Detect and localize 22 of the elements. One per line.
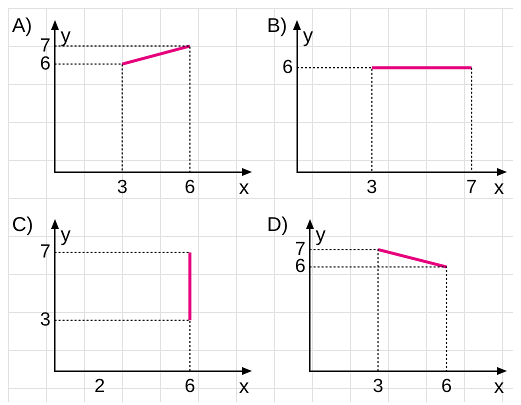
chart-title: C)	[12, 214, 34, 236]
y-axis-title: y	[60, 224, 71, 246]
x-axis-title: x	[494, 177, 504, 200]
x-tick-label: 2	[94, 376, 105, 397]
x-tick-label: 6	[441, 376, 452, 397]
x-tick-label: 7	[466, 176, 477, 198]
chart-title: B)	[267, 15, 287, 37]
y-tick-label: 3	[40, 310, 51, 331]
x-tick-label: 3	[116, 176, 128, 198]
y-tick-label: 7	[40, 242, 51, 263]
x-tick-label: 6	[184, 176, 196, 198]
y-axis-title: y	[316, 224, 326, 246]
x-tick-label: 3	[366, 176, 378, 198]
chart-title: D)	[267, 214, 288, 236]
x-tick-label: 6	[184, 376, 196, 397]
chart-title: A)	[12, 15, 32, 37]
x-axis-title: x	[239, 376, 249, 398]
y-axis-title: y	[303, 25, 313, 47]
x-tick-label: 3	[372, 376, 384, 397]
x-axis-title: x	[494, 376, 504, 398]
y-axis-title: y	[60, 25, 71, 47]
x-axis-title: x	[239, 177, 249, 200]
